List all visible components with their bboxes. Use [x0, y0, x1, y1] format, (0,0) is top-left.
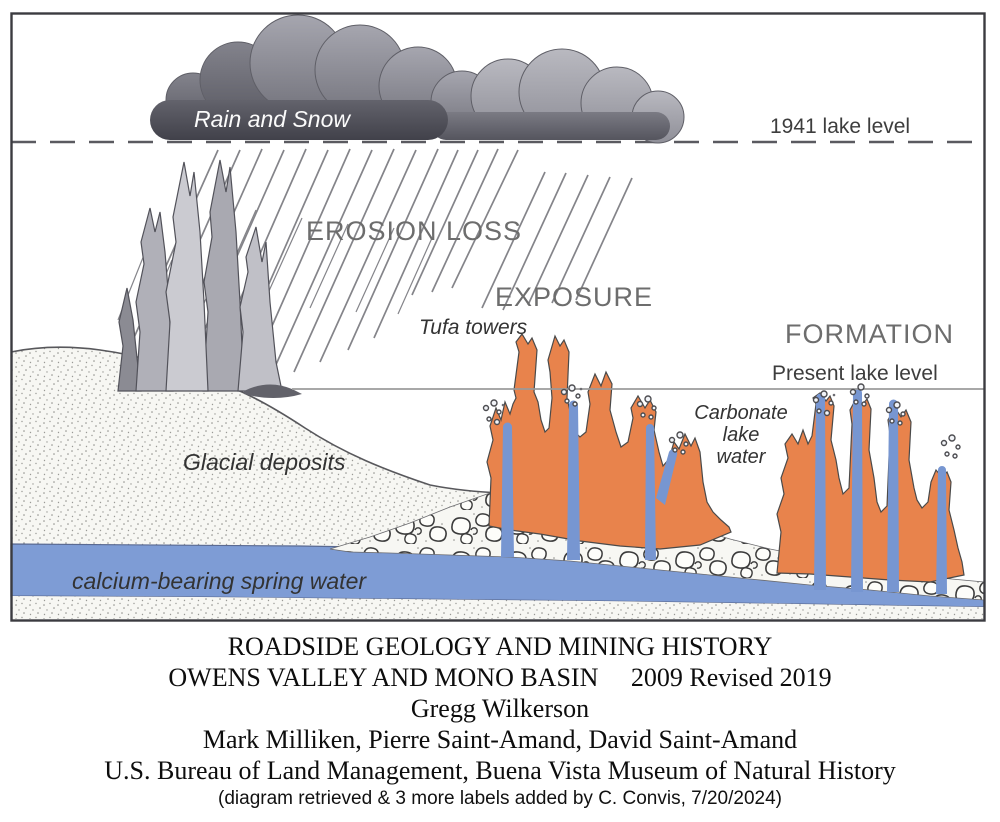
carbonate-label-line2: lake — [723, 424, 760, 446]
rain-cloud — [150, 14, 685, 144]
present-lake-level-label: Present lake level — [772, 362, 938, 385]
spring-water-channels — [501, 388, 947, 594]
glacial-deposits-label: Glacial deposits — [183, 449, 346, 475]
caption-author: Gregg Wilkerson — [410, 694, 590, 723]
erosion-loss-label: EROSION LOSS — [306, 216, 522, 246]
carbonate-bubbles — [482, 383, 961, 459]
tufa-formation-diagram: Rain and Snow — [10, 12, 986, 622]
eroded-tufa-towers — [117, 159, 302, 398]
caption-title: ROADSIDE GEOLOGY AND MINING HISTORY — [227, 632, 773, 661]
glacial-hillside — [10, 346, 503, 558]
carbonate-label-line1: Carbonate — [694, 402, 787, 424]
caption-subtitle: OWENS VALLEY AND MONO BASIN 2009 Revised… — [168, 663, 832, 692]
carbonate-label-line3: water — [717, 446, 767, 468]
exposure-label: EXPOSURE — [495, 282, 653, 312]
lake-level-1941-label: 1941 lake level — [770, 115, 910, 138]
caption-institutions: U.S. Bureau of Land Management, Buena Vi… — [104, 756, 896, 785]
diagram-frame — [10, 12, 986, 622]
rain-and-snow-label: Rain and Snow — [194, 106, 351, 132]
lower-sediment-layer — [11, 596, 984, 619]
caption-contributors: Mark Milliken, Pierre Saint-Amand, David… — [202, 725, 798, 754]
spring-water-label: calcium-bearing spring water — [72, 568, 367, 594]
caption-credit-note: (diagram retrieved & 3 more labels added… — [218, 788, 782, 809]
tufa-towers-exposed — [486, 332, 732, 550]
formation-label: FORMATION — [785, 319, 954, 349]
tufa-towers-label: Tufa towers — [419, 316, 528, 339]
caption-block: ROADSIDE GEOLOGY AND MINING HISTORY OWEN… — [0, 631, 1000, 812]
